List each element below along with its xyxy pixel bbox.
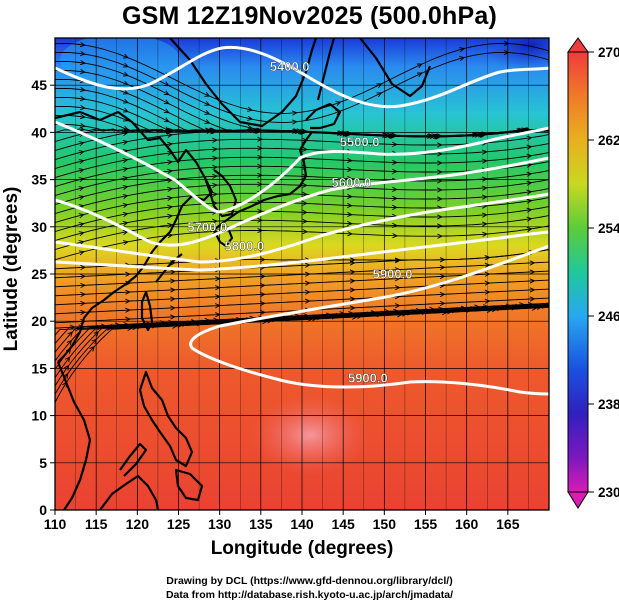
x-tick-label: 110: [44, 516, 67, 532]
colorbar-label: 230: [598, 485, 619, 500]
colorbar-label: 246: [598, 309, 619, 324]
colorbar-label: 262: [598, 133, 619, 148]
x-tick-label: 155: [414, 516, 438, 532]
x-axis-label: Longitude (degrees): [210, 538, 394, 559]
contour-label: 5600.0: [332, 175, 372, 190]
coastline-vietnam: [56, 361, 92, 510]
x-tick-label: 140: [290, 516, 314, 532]
contour-label: 5800.0: [224, 238, 264, 253]
contour-5900-north: [189, 244, 549, 396]
contour-label: 5700.0: [187, 220, 227, 235]
colorbar-label: 270: [598, 45, 619, 60]
y-axis-label: Latitude (degrees): [1, 186, 22, 352]
contour-label: 5900.0: [373, 267, 413, 282]
x-tick-label: 130: [208, 516, 232, 532]
colorbar-upper-arrow: [567, 37, 589, 53]
x-tick-label: 145: [331, 516, 355, 532]
coastline-sakhalin: [316, 38, 336, 101]
colorbar: 270 262 254 246 238 230: [567, 37, 619, 509]
y-tick-label: 40: [31, 124, 47, 140]
coastline-taiwan: [140, 290, 154, 332]
colorbar-label: 254: [598, 221, 619, 236]
x-tick-label: 115: [85, 516, 108, 532]
height-contours: [55, 45, 549, 396]
coastline-borneo: [99, 474, 160, 510]
y-tick-label: 10: [31, 408, 47, 424]
y-tick-label: 45: [31, 77, 47, 93]
x-tick-label: 165: [496, 516, 520, 532]
contour-label: 5500.0: [340, 135, 380, 150]
coastline-hokkaido: [305, 102, 342, 130]
y-tick-label: 0: [39, 502, 47, 518]
coastline-russia-far-east: [169, 38, 318, 128]
coastline-japan-honshu: [213, 131, 313, 231]
chart-title: GSM 12Z19Nov2025 (500.0hPa): [121, 2, 498, 30]
credit-data-source: Data from http://database.rish.kyoto-u.a…: [165, 589, 454, 601]
lat-lon-grid: [54, 38, 549, 511]
credit-drawing: Drawing by DCL (https://www.gfd-dennou.o…: [166, 575, 453, 587]
coastlines: [55, 38, 432, 510]
coastline-mindanao: [174, 468, 204, 502]
y-tick-label: 15: [31, 360, 47, 376]
coastline-korea: [203, 169, 238, 218]
y-tick-label: 35: [31, 172, 47, 188]
axes: 110 115 120 125 130 135 140 145 150 155 160 165 0 5 10…: [31, 77, 519, 532]
coastline-japan-kyushu: [213, 227, 234, 248]
coastline-kamchatka: [359, 38, 432, 98]
contour-5500: [55, 120, 549, 214]
x-tick-label: 125: [167, 516, 191, 532]
x-tick-label: 135: [249, 516, 273, 532]
contour-5800: [55, 230, 549, 272]
contour-label: 5400.0: [270, 59, 310, 74]
contour-label: 5900.0: [348, 371, 388, 386]
contour-5700: [55, 192, 549, 264]
y-tick-label: 5: [39, 455, 47, 471]
colorbar-lower-arrow: [567, 491, 589, 509]
temperature-shading: [55, 38, 549, 510]
contour-labels: 5400.0 5500.0 5600.0 5700.0 5800.0 5900.0 5900…: [187, 59, 412, 386]
coastline-philippines: [138, 370, 194, 468]
y-tick-label: 30: [31, 219, 47, 235]
colorbar-label: 238: [598, 397, 619, 412]
coastline-mainland-asia: [55, 110, 214, 363]
y-tick-label: 25: [31, 266, 47, 282]
x-tick-label: 160: [455, 516, 479, 532]
x-tick-label: 150: [373, 516, 397, 532]
colorbar-scale: [567, 51, 589, 493]
coastline-palawan: [119, 442, 148, 477]
contour-5400: [55, 45, 549, 109]
contour-5600: [55, 156, 549, 247]
y-tick-label: 20: [31, 313, 47, 329]
x-tick-label: 120: [126, 516, 150, 532]
